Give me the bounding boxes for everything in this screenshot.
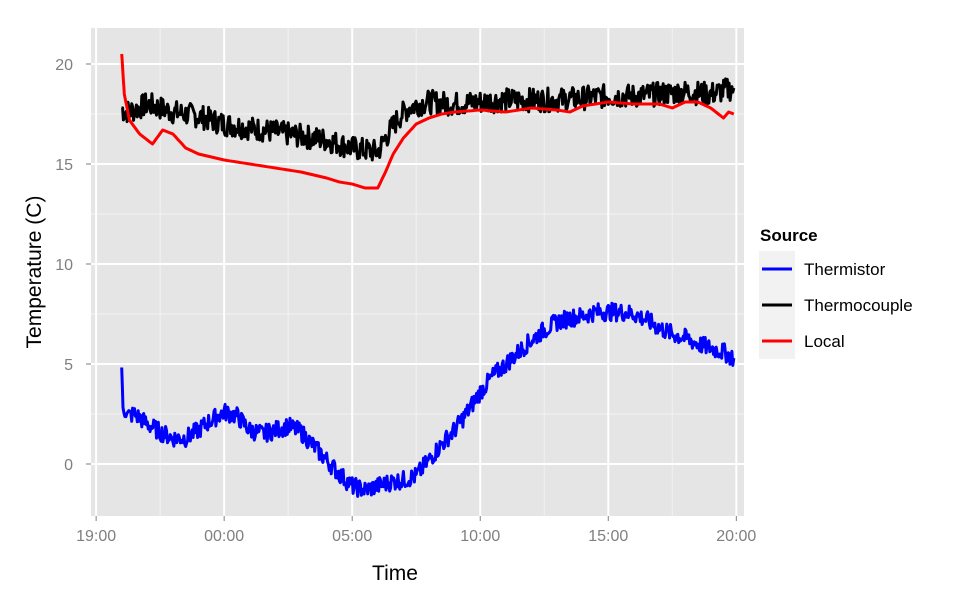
y-tick-label: 5 <box>64 357 73 374</box>
x-tick-label: 15:00 <box>588 528 628 545</box>
x-tick-label: 10:00 <box>460 528 500 545</box>
tick-labels: 19:00 00:00 05:00 10:00 15:00 20:00 0 5 10 15 20 <box>55 57 756 545</box>
legend-label-thermistor: Thermistor <box>804 260 886 279</box>
series-line-thermocouple <box>121 77 736 162</box>
x-tick-label: 20:00 <box>716 528 756 545</box>
series-line-thermistor <box>120 301 736 498</box>
y-tick-label: 10 <box>55 257 73 274</box>
legend: Source Thermistor Thermocouple Local <box>759 226 913 359</box>
legend-item-thermocouple: Thermocouple <box>759 287 913 323</box>
y-tick-label: 0 <box>64 457 73 474</box>
x-tick-label: 19:00 <box>76 528 116 545</box>
legend-item-thermistor: Thermistor <box>759 251 886 287</box>
legend-label-thermocouple: Thermocouple <box>804 296 913 315</box>
axis-ticks <box>86 63 737 521</box>
x-tick-label: 00:00 <box>204 528 244 545</box>
legend-item-local: Local <box>759 323 845 359</box>
y-axis-title: Temperature (C) <box>23 196 46 349</box>
legend-title: Source <box>760 226 818 245</box>
x-axis-title: Time <box>372 562 418 585</box>
y-tick-label: 20 <box>55 57 73 74</box>
legend-label-local: Local <box>804 332 845 351</box>
series-layer <box>120 53 736 498</box>
series-line-local <box>120 53 735 190</box>
x-tick-label: 05:00 <box>332 528 372 545</box>
y-tick-label: 15 <box>55 157 73 174</box>
